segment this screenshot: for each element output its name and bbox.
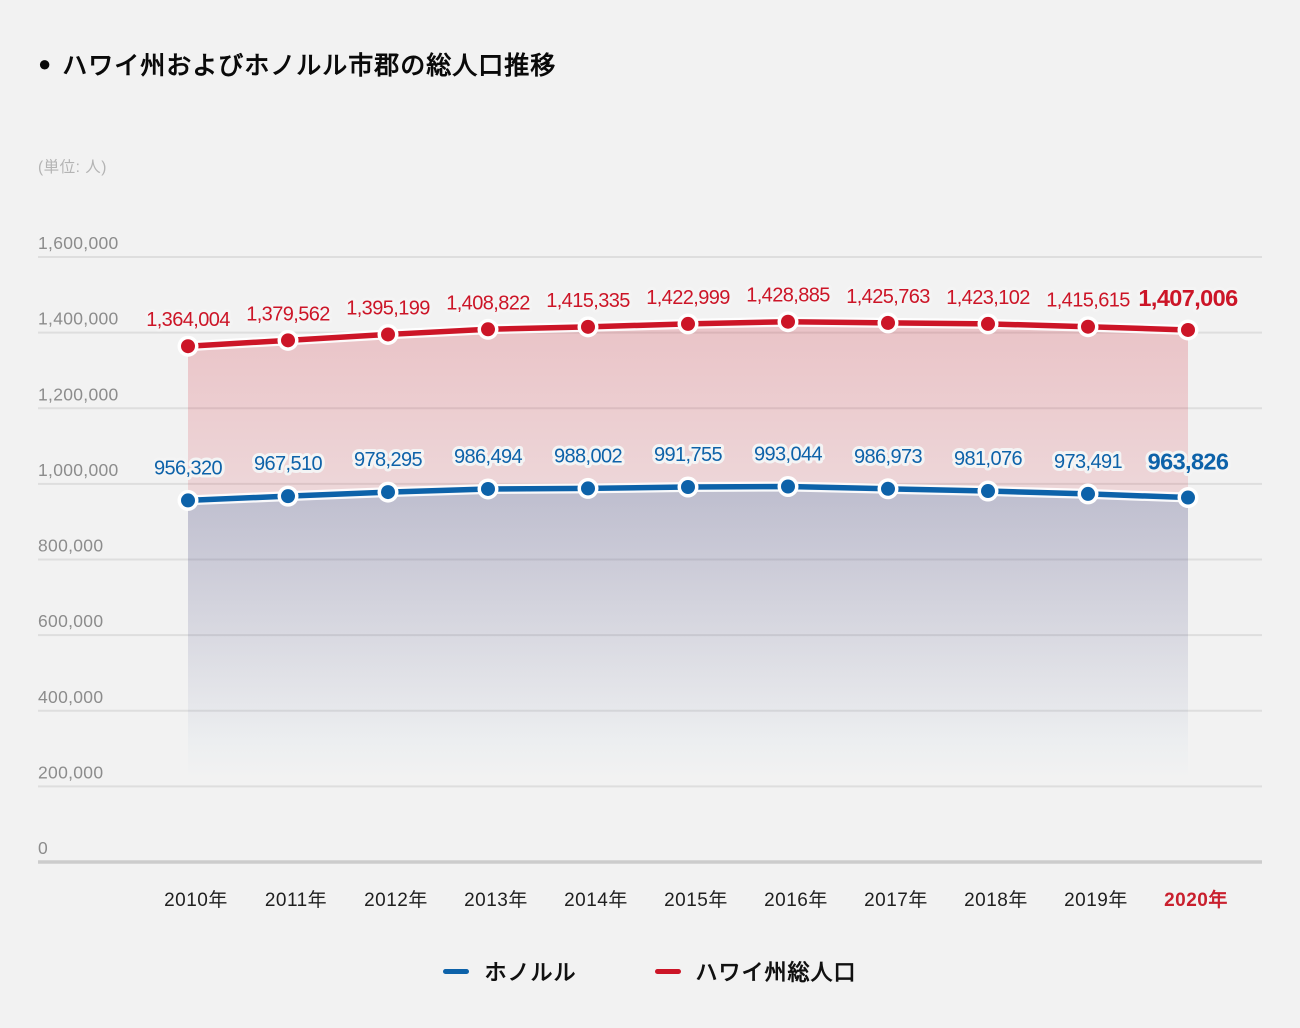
value-label-honolulu: 986,494	[454, 446, 523, 468]
x-tick-label: 2017年	[864, 889, 928, 911]
value-label-hawaii: 1,364,004	[146, 309, 230, 331]
title-bullet-icon: ●	[38, 51, 53, 76]
legend-item-hawaii: ハワイ州総人口	[654, 955, 857, 987]
x-tick-label: 2013年	[464, 889, 528, 911]
unit-label: (単位: 人)	[38, 159, 107, 176]
y-tick-label: 600,000	[38, 611, 103, 631]
y-tick-label: 1,600,000	[38, 233, 119, 253]
value-label-honolulu: 978,295	[354, 449, 423, 471]
legend-dash-icon	[654, 968, 681, 974]
legend-label: ハワイ州総人口	[695, 960, 857, 985]
x-tick-label: 2010年	[164, 889, 228, 911]
value-label-hawaii: 1,425,763	[846, 286, 930, 308]
value-label-hawaii: 1,415,335	[546, 290, 630, 312]
data-point	[581, 319, 595, 334]
x-tick-label-final: 2020年	[1164, 888, 1228, 911]
value-label-honolulu: 967,510	[254, 453, 323, 475]
data-point	[981, 316, 995, 331]
y-tick-label: 1,000,000	[38, 460, 119, 480]
x-tick-label: 2019年	[1064, 889, 1128, 911]
data-point	[881, 481, 895, 496]
value-label-honolulu: 956,320	[154, 457, 223, 479]
value-label-hawaii: 1,422,999	[646, 287, 730, 309]
value-label-honolulu: 988,002	[554, 445, 623, 467]
data-point	[1081, 486, 1095, 501]
data-point	[181, 493, 195, 508]
area-fill-honolulu	[188, 486, 1188, 862]
value-label-honolulu: 973,491	[1054, 451, 1123, 473]
y-tick-label: 800,000	[38, 536, 103, 556]
data-point	[781, 314, 795, 329]
legend-item-honolulu: ホノルル	[443, 955, 576, 987]
value-label-honolulu: 963,826	[1148, 449, 1229, 475]
data-point	[981, 484, 995, 499]
data-point	[281, 333, 295, 348]
value-label-hawaii: 1,423,102	[946, 287, 1030, 309]
data-point	[781, 479, 795, 494]
data-point	[881, 315, 895, 330]
data-point	[381, 327, 395, 342]
value-label-hawaii: 1,415,615	[1046, 290, 1130, 312]
data-point	[481, 322, 495, 337]
value-label-honolulu: 986,973	[854, 446, 923, 468]
y-tick-label: 400,000	[38, 687, 103, 707]
value-label-hawaii: 1,408,822	[446, 292, 530, 314]
value-label-hawaii: 1,428,885	[746, 285, 830, 307]
x-tick-label: 2015年	[664, 889, 728, 911]
x-tick-label: 2018年	[964, 889, 1028, 911]
page-title-text: ハワイ州およびホノルル市郡の総人口推移	[62, 52, 557, 80]
value-label-honolulu: 991,755	[654, 444, 723, 466]
data-point	[1181, 490, 1195, 505]
legend-label: ホノルル	[484, 960, 577, 985]
y-tick-label: 1,400,000	[38, 309, 119, 329]
data-point	[581, 481, 595, 496]
data-point	[281, 489, 295, 504]
x-tick-label: 2012年	[364, 889, 428, 911]
value-label-honolulu: 981,076	[954, 448, 1023, 470]
chart-legend: ホノルル ハワイ州総人口	[0, 948, 1300, 994]
value-label-hawaii: 1,407,006	[1138, 285, 1238, 311]
data-point	[381, 485, 395, 500]
value-label-hawaii: 1,379,562	[246, 303, 330, 325]
page-title: ● ハワイ州およびホノルル市郡の総人口推移	[38, 46, 556, 82]
data-point	[681, 316, 695, 331]
y-tick-label: 1,200,000	[38, 384, 119, 404]
data-point	[181, 339, 195, 354]
value-label-hawaii: 1,395,199	[346, 297, 430, 319]
data-point	[1181, 322, 1195, 337]
data-point	[481, 481, 495, 496]
legend-dash-icon	[443, 968, 470, 974]
x-tick-label: 2014年	[564, 889, 628, 911]
x-tick-label: 2011年	[265, 889, 327, 911]
data-point	[681, 479, 695, 494]
y-tick-label: 200,000	[38, 762, 103, 782]
x-tick-label: 2016年	[764, 889, 828, 911]
value-label-honolulu: 993,044	[754, 444, 823, 466]
data-point	[1081, 319, 1095, 334]
y-tick-label: 0	[38, 838, 48, 858]
